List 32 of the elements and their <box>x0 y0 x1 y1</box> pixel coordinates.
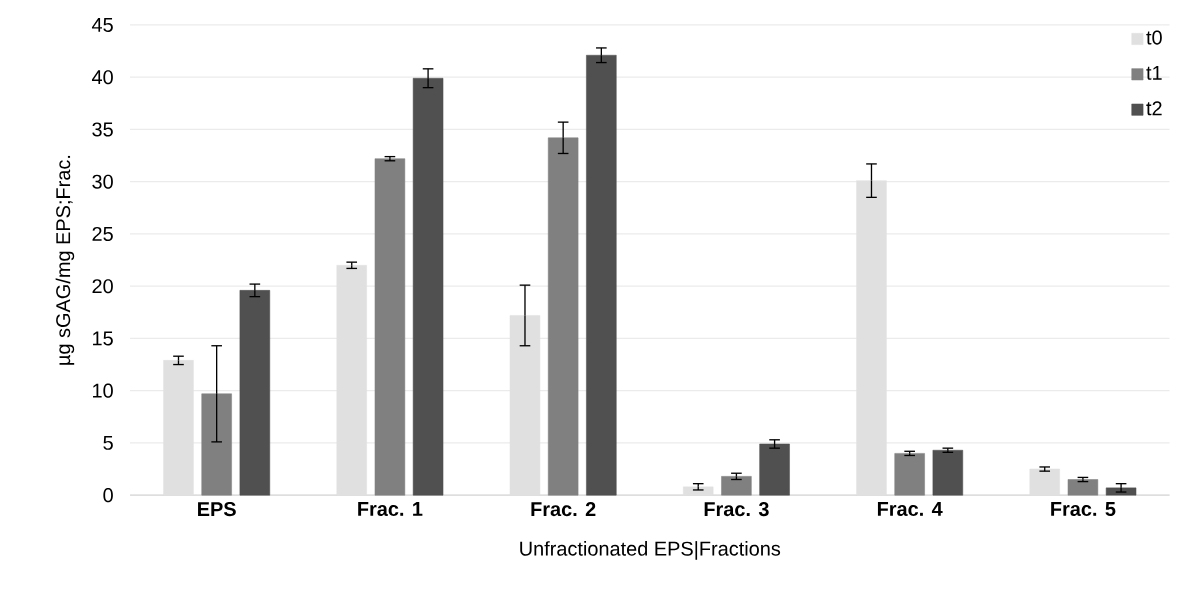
legend-label: t1 <box>1146 65 1162 80</box>
legend-label: t2 <box>1146 101 1162 116</box>
y-tick-label: 0 <box>103 488 113 503</box>
bar <box>201 393 232 496</box>
x-tick-label: Frac. 3 <box>704 502 769 517</box>
bar <box>1067 479 1099 496</box>
bar <box>239 290 271 496</box>
x-tick-label: Frac. 4 <box>877 502 943 516</box>
x-tick-label: Frac. 1 <box>358 502 423 516</box>
bar <box>894 453 925 496</box>
bar <box>586 54 617 496</box>
bar <box>932 449 964 496</box>
legend-label: t0 <box>1146 30 1162 45</box>
y-tick-label: 25 <box>92 226 113 241</box>
x-tick-label: EPS <box>198 502 236 517</box>
y-tick-label: 30 <box>92 174 113 189</box>
bar <box>721 476 752 496</box>
y-tick-label: 45 <box>91 17 113 32</box>
x-tick-label: Frac. 2 <box>531 502 596 517</box>
x-tick-label: Frac. 5 <box>1051 502 1116 516</box>
bar <box>759 443 790 496</box>
y-tick-label: 20 <box>92 279 113 294</box>
bar <box>412 77 444 496</box>
y-tick-label: 10 <box>93 383 113 398</box>
bar <box>547 137 579 496</box>
y-tick-label: 15 <box>93 331 113 346</box>
x-axis-title: Unfractionated EPS|Fractions <box>520 541 781 560</box>
y-axis-title: µg sGAG/mg EPS;Frac. <box>55 155 75 365</box>
y-tick-label: 5 <box>103 435 113 450</box>
bar <box>374 158 406 496</box>
y-tick-label: 35 <box>92 122 113 137</box>
y-tick-label: 40 <box>91 70 113 85</box>
